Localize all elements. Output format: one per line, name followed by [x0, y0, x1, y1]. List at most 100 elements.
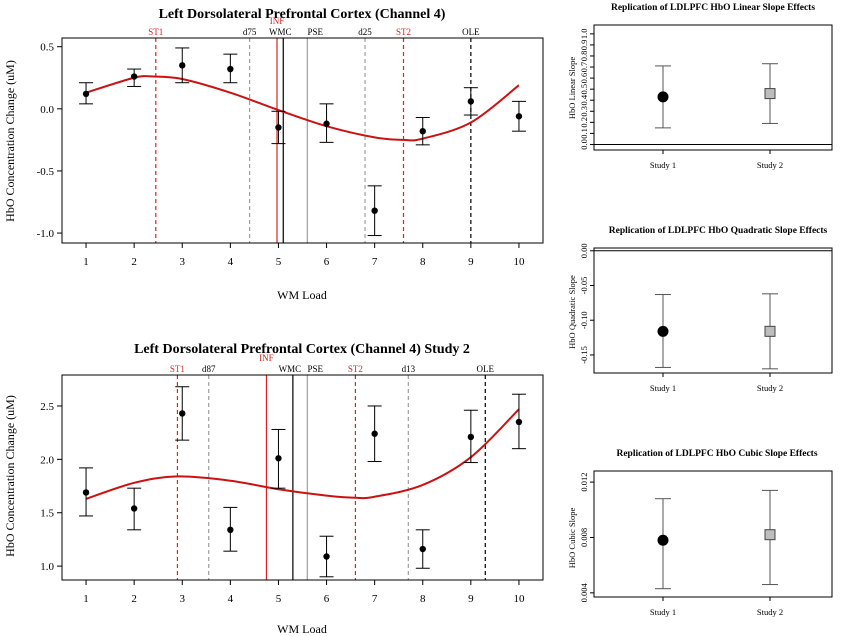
y-tick-label: 2.0: [40, 454, 54, 466]
x-tick-label: Study 2: [757, 607, 783, 617]
x-tick-label: Study 1: [650, 607, 676, 617]
data-point: [419, 127, 426, 135]
x-tick-label: 9: [468, 593, 474, 605]
y-tick-label: 0.004: [579, 583, 589, 603]
x-tick-label: Study 1: [650, 383, 676, 393]
panel-title: Replication of LDLPFC HbO Linear Slope E…: [611, 3, 815, 13]
panel-left-dlpfc-channel4: Left Dorsolateral Prefrontal Cortex (Cha…: [3, 7, 544, 302]
vline-label-wmc: WMC: [279, 364, 302, 374]
x-tick-label: Study 2: [757, 383, 783, 393]
x-tick-label: 10: [513, 256, 525, 268]
x-tick-label: 2: [131, 256, 137, 268]
estimate-point-study2: [764, 88, 776, 100]
y-tick-label: -0.15: [579, 346, 589, 364]
plot-frame: [593, 247, 833, 374]
vline-label-inf: INF: [259, 353, 274, 363]
vline-label-d87: d87: [202, 364, 216, 374]
panel-title: Left Dorsolateral Prefrontal Cortex (Cha…: [134, 342, 470, 357]
data-point: [515, 418, 523, 426]
data-point: [419, 545, 426, 553]
data-point: [82, 489, 90, 496]
vline-label-st2: ST2: [348, 364, 363, 374]
data-point: [227, 526, 234, 534]
y-tick-label: -0.5: [37, 166, 55, 178]
y-tick-label: 0.3: [579, 106, 589, 117]
y-axis-label: HbO Concentration Change (uM): [3, 60, 17, 222]
panel-linear-slope-replication: Replication of LDLPFC HbO Linear Slope E…: [567, 3, 833, 170]
x-tick-label: 3: [180, 593, 186, 605]
y-tick-label: 1.0: [40, 561, 54, 573]
data-point: [179, 62, 186, 69]
plot-frame: [593, 24, 833, 151]
x-tick-label: 3: [180, 256, 186, 268]
plot-frame: [593, 470, 833, 598]
y-tick-label: 0.9: [579, 40, 589, 51]
plot-frame: [61, 374, 544, 581]
x-tick-label: 9: [468, 256, 474, 268]
x-tick-label: 7: [372, 593, 378, 605]
vline-label-st1: ST1: [148, 27, 163, 37]
estimate-point-study1: [657, 91, 669, 103]
vline-label-d13: d13: [402, 364, 416, 374]
vline-label-pse: PSE: [308, 364, 324, 374]
estimate-point-study1: [657, 325, 669, 337]
y-tick-label: 0.8: [579, 51, 589, 62]
y-tick-label: 0.2: [579, 117, 589, 128]
y-tick-label: 0.008: [579, 528, 589, 547]
data-point: [275, 124, 282, 131]
y-tick-label: -0.10: [579, 311, 589, 329]
x-tick-label: 7: [372, 256, 378, 268]
data-point: [323, 120, 330, 127]
y-tick-label: -1.0: [37, 228, 55, 240]
panel-quadratic-slope-replication: Replication of LDLPFC HbO Quadratic Slop…: [567, 226, 833, 393]
y-tick-label: -0.05: [579, 277, 589, 295]
y-tick-label: 1.0: [579, 29, 589, 40]
data-point: [467, 433, 475, 441]
data-point: [179, 410, 186, 417]
y-tick-label: 0.1: [579, 128, 589, 139]
vline-label-wmc: WMC: [269, 27, 292, 37]
y-tick-label: 0.7: [579, 62, 589, 73]
panel-title: Replication of LDLPFC HbO Cubic Slope Ef…: [616, 449, 817, 459]
panel-left-dlpfc-channel4-study2: Left Dorsolateral Prefrontal Cortex (Cha…: [3, 342, 544, 636]
x-axis-label: WM Load: [277, 288, 327, 302]
y-axis-label: HbO Cubic Slope: [567, 508, 577, 569]
fit-curve: [85, 408, 520, 500]
estimate-point-study2: [764, 325, 776, 337]
y-tick-label: 0.00: [579, 243, 589, 258]
data-point: [130, 505, 138, 512]
x-tick-label: 4: [228, 256, 234, 268]
estimate-point-study2: [764, 529, 776, 541]
x-tick-label: 4: [228, 593, 234, 605]
y-tick-label: 1.5: [40, 508, 54, 520]
y-tick-label: 0.5: [40, 42, 54, 54]
y-tick-label: 0.4: [579, 94, 589, 105]
vline-label-inf: INF: [270, 16, 285, 26]
x-tick-label: 2: [131, 593, 137, 605]
vline-label-pse: PSE: [308, 27, 324, 37]
y-axis-label: HbO Linear Slope: [567, 57, 577, 120]
data-point: [275, 455, 282, 462]
x-axis-label: WM Load: [277, 622, 327, 636]
data-point: [227, 65, 234, 73]
x-tick-label: Study 2: [757, 160, 783, 170]
data-point: [130, 73, 138, 80]
vline-label-ole: OLE: [462, 27, 480, 37]
y-tick-label: 0.0: [579, 139, 589, 150]
panel-cubic-slope-replication: Replication of LDLPFC HbO Cubic Slope Ef…: [567, 449, 833, 617]
x-tick-label: 8: [420, 256, 426, 268]
x-tick-label: 1: [83, 256, 89, 268]
x-tick-label: Study 1: [650, 160, 676, 170]
x-tick-label: 10: [513, 593, 525, 605]
x-tick-label: 6: [324, 593, 330, 605]
y-tick-label: 0.5: [579, 84, 589, 95]
data-point: [323, 553, 330, 560]
x-tick-label: 5: [276, 593, 282, 605]
vline-label-ole: OLE: [477, 364, 495, 374]
y-tick-label: 0.6: [579, 73, 589, 84]
panel-title: Replication of LDLPFC HbO Quadratic Slop…: [609, 226, 828, 236]
data-point: [467, 98, 475, 105]
data-point: [82, 90, 90, 98]
plot-frame: [61, 37, 544, 244]
